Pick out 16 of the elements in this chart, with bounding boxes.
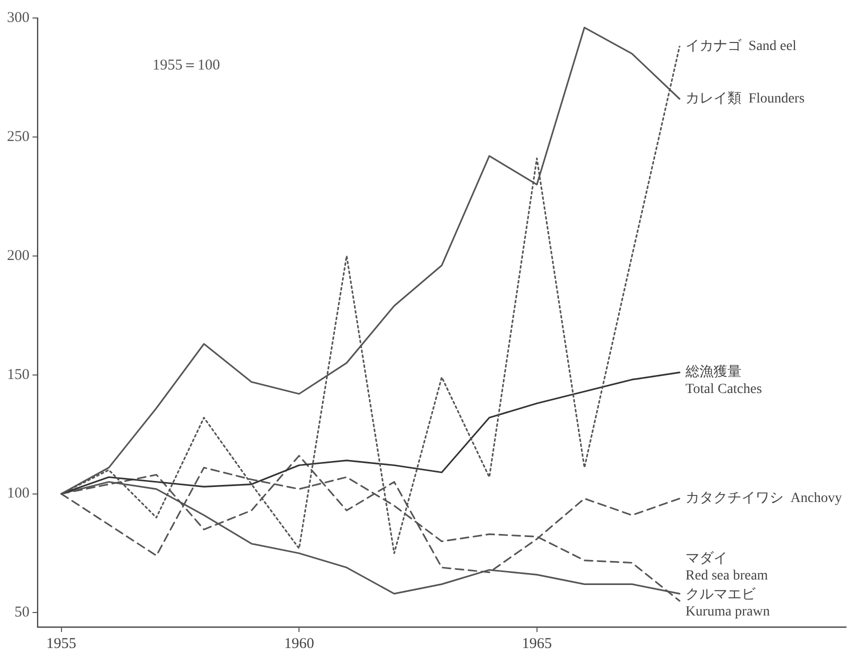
y-tick-label: 200: [7, 248, 30, 264]
x-tick-label: 1965: [522, 636, 552, 652]
y-tick-label: 250: [7, 128, 30, 145]
x-tick-label: 1955: [46, 636, 76, 652]
series-label: マダイ Red sea bream: [686, 550, 768, 584]
x-tick-label: 1960: [284, 636, 314, 652]
series-label: カタクチイワシ Anchovy: [686, 491, 842, 506]
series-label: イカナゴ Sand eel: [686, 38, 796, 54]
series-label: 総漁獲量 Total Catches: [684, 364, 762, 398]
y-tick-label: 50: [14, 604, 30, 621]
y-tick-label: 100: [7, 486, 30, 502]
y-tick-label: 300: [7, 10, 30, 26]
series-label: カレイ類 Flounders: [686, 90, 805, 107]
series-label: クルマエビ Kuruma prawn: [686, 586, 770, 620]
annotation: 1955＝100: [152, 57, 220, 74]
y-tick-label: 150: [7, 366, 30, 383]
